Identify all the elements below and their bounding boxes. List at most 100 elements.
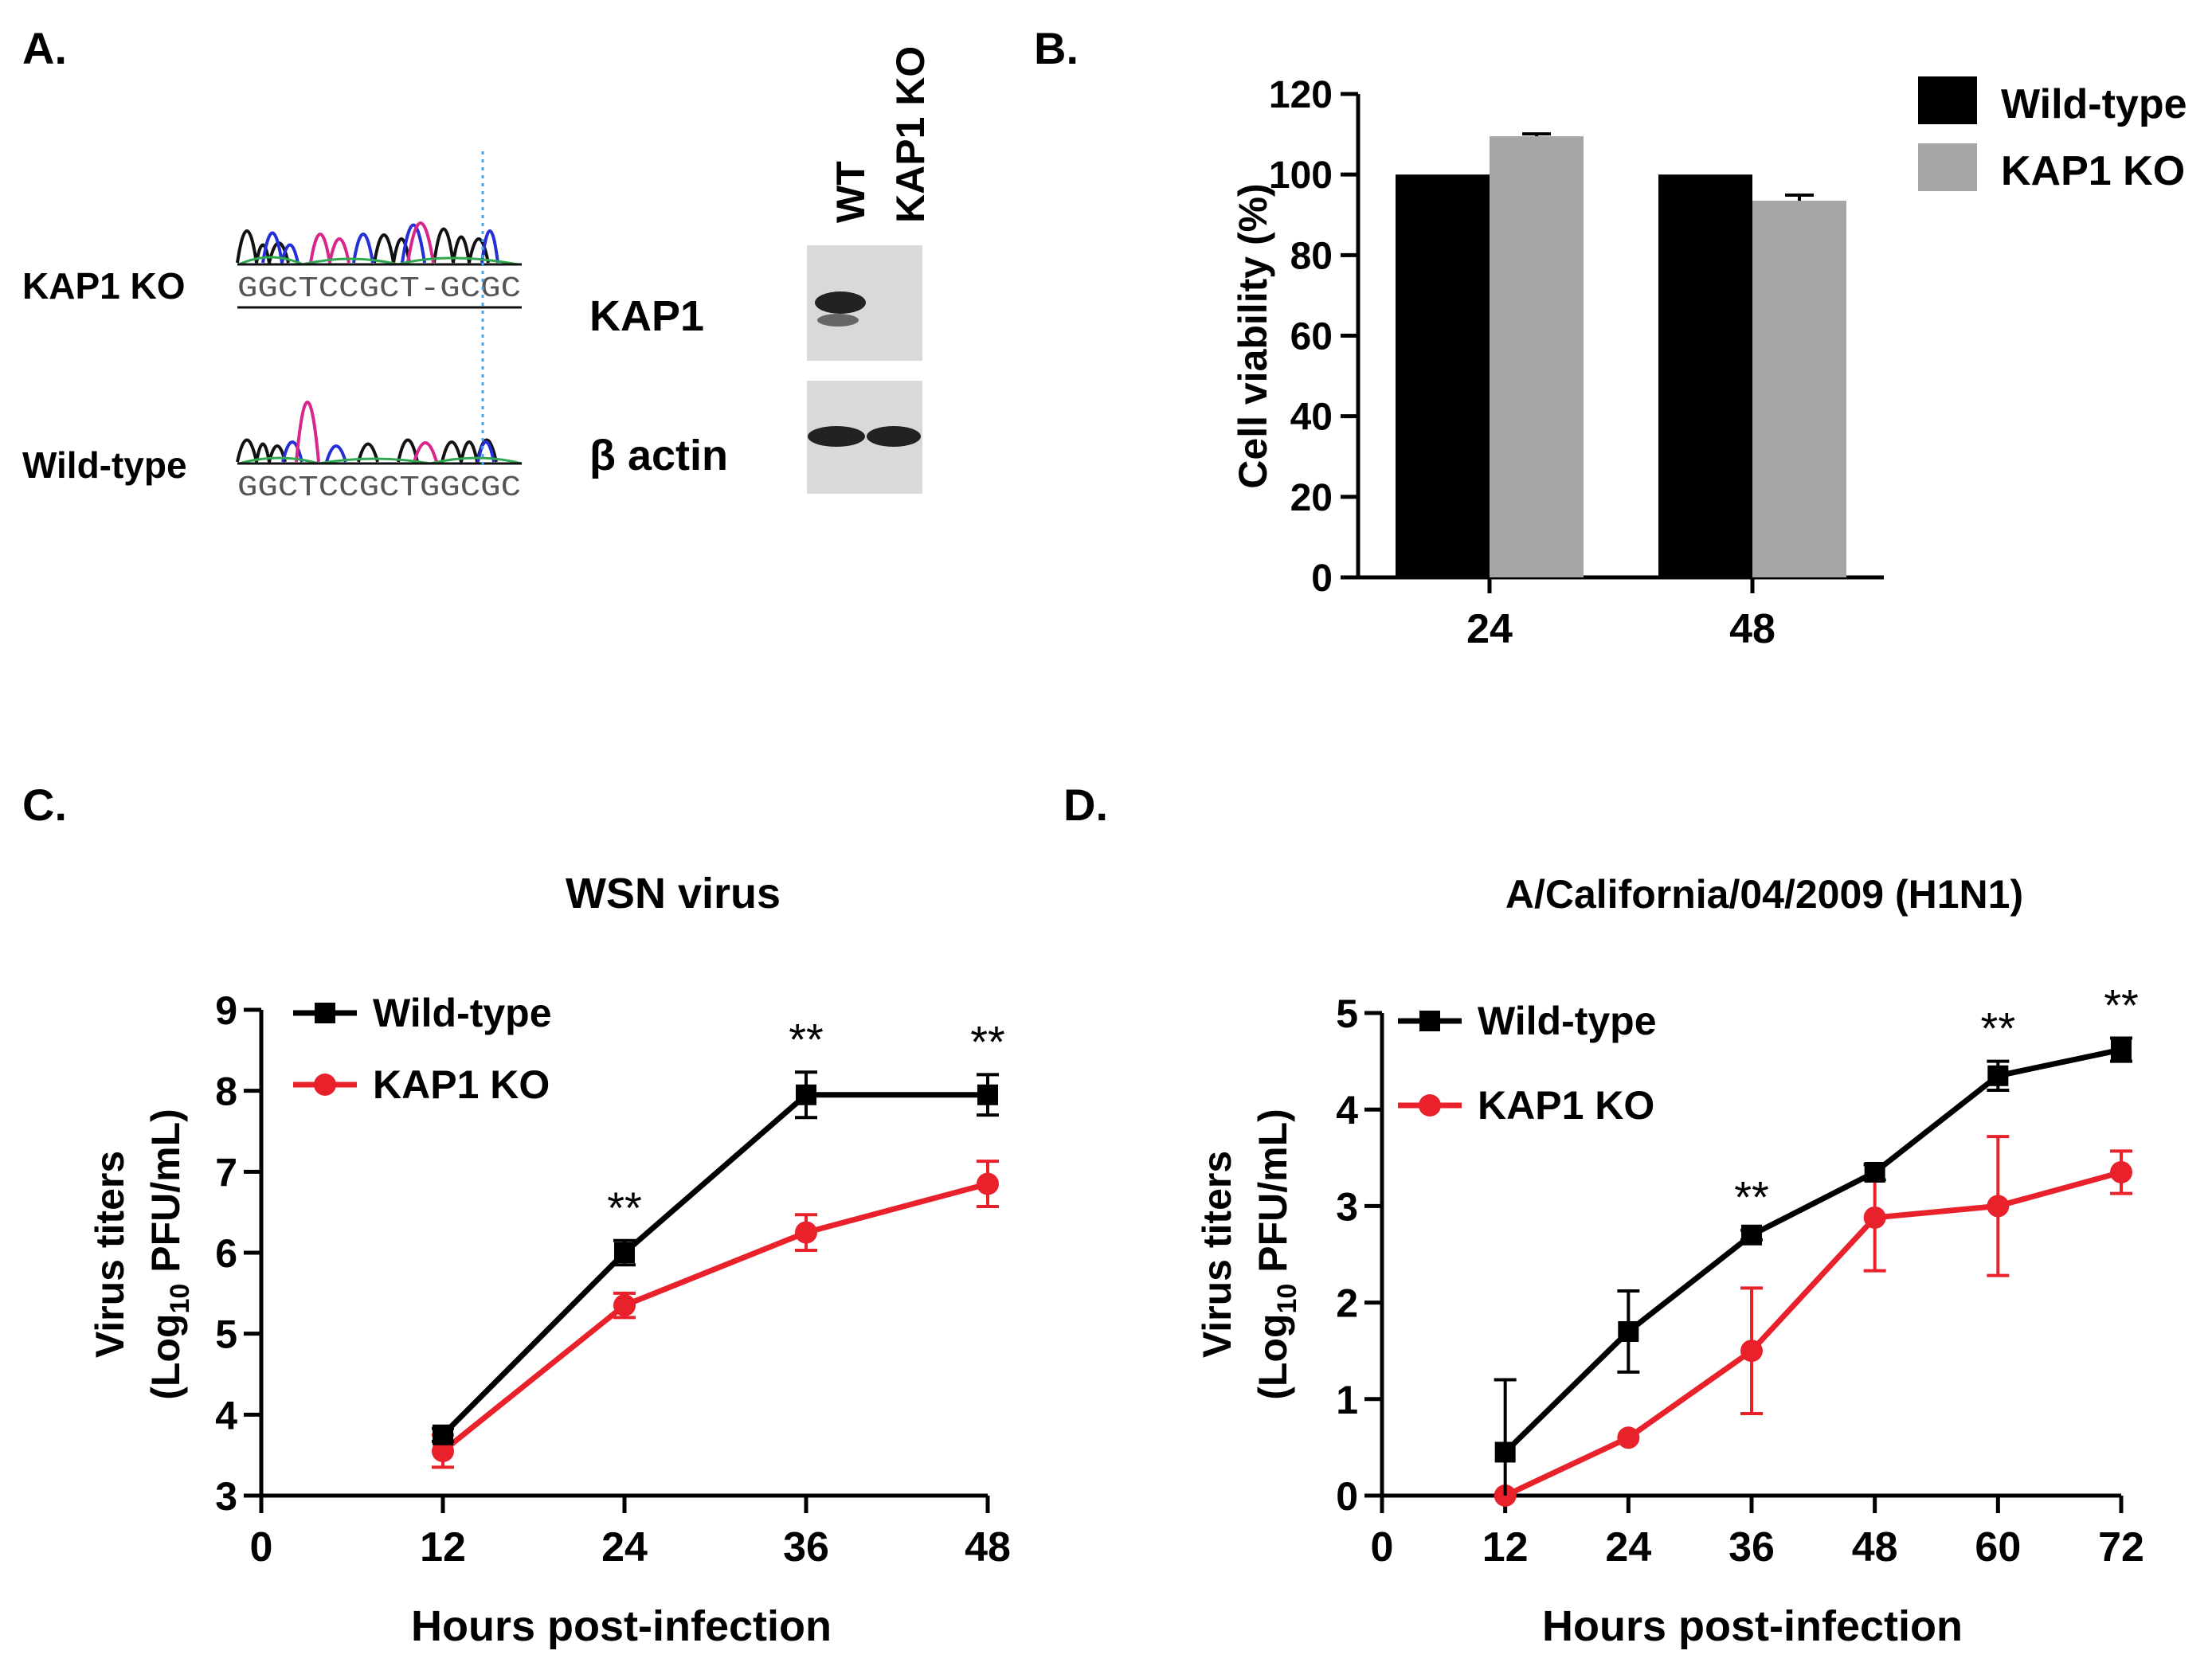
- d-x-tick-label: 12: [1482, 1524, 1529, 1570]
- d-point-wild-type: [1618, 1320, 1639, 1342]
- b-bar-wild-type: [1658, 174, 1752, 577]
- panel-c-label: C.: [22, 780, 67, 830]
- c-ylabel-line1: Virus titers: [88, 1151, 132, 1358]
- b-bar-wild-type: [1396, 174, 1490, 577]
- c-title: WSN virus: [566, 870, 781, 917]
- d-point-wild-type: [1494, 1441, 1516, 1463]
- c-y-tick-label: 5: [215, 1312, 237, 1357]
- d-point-wild-type: [1741, 1224, 1762, 1246]
- d-point-kap1-ko: [1617, 1426, 1640, 1449]
- b-y-tick-label: 80: [1290, 235, 1333, 277]
- d-xlabel: Hours post-infection: [1542, 1602, 1963, 1650]
- b-plot-area: 0 20 40 60 80 100 120 24 48: [1269, 74, 1884, 652]
- c-line-wild-type: [440, 1092, 988, 1437]
- d-y-tick-label: 1: [1336, 1378, 1358, 1422]
- seq-wt-text: GGCTCCGCTGGCGC: [237, 471, 521, 504]
- c-point-wild-type: [796, 1084, 816, 1105]
- c-y-tick-label: 4: [215, 1393, 237, 1437]
- chromatogram-kap1ko: GGCTCCGCT-GCGC: [236, 221, 522, 309]
- c-point-kap1-ko: [613, 1294, 636, 1317]
- seq-wt-label: Wild-type: [22, 444, 187, 486]
- d-y-tick-label: 2: [1336, 1281, 1358, 1326]
- b-bar-kap1-ko: [1490, 136, 1584, 578]
- c-point-wild-type: [614, 1242, 635, 1263]
- c-x-tick-label: 0: [250, 1524, 273, 1570]
- blot-actin-panel: [807, 381, 922, 494]
- panel-b: B. Cell viability (%) 0 20 40 60 80 100 120 24 4…: [1034, 23, 2187, 652]
- d-ylabel-line1: Virus titers: [1195, 1151, 1239, 1358]
- c-point-wild-type: [433, 1424, 453, 1445]
- d-significance-annotation: **: [2104, 980, 2139, 1031]
- d-point-kap1-ko: [1987, 1195, 2010, 1218]
- d-y-tick-label: 0: [1336, 1474, 1358, 1519]
- c-point-kap1-ko: [795, 1221, 817, 1244]
- d-x-tick-label: 36: [1728, 1524, 1775, 1570]
- c-legend-marker-wild-type: [315, 1003, 335, 1023]
- c-x-tick-label: 12: [420, 1524, 466, 1570]
- c-x-tick-label: 48: [965, 1524, 1011, 1570]
- b-x-tick-label: 24: [1466, 606, 1513, 652]
- blot-kap1-band-wt-lower: [817, 314, 859, 327]
- blot-actin-band-wt: [808, 426, 865, 447]
- d-legend-marker-wild-type: [1419, 1011, 1440, 1031]
- c-xlabel: Hours post-infection: [411, 1602, 832, 1650]
- b-legend-label-wild-type: Wild-type: [2001, 81, 2187, 127]
- c-y-tick-label: 6: [215, 1231, 237, 1276]
- c-legend-label-wild-type: Wild-type: [373, 991, 552, 1035]
- d-x-tick-label: 24: [1605, 1524, 1651, 1570]
- c-x-tick-label: 36: [783, 1524, 829, 1570]
- panel-d: D. A/California/04/2009 (H1N1) Virus tit…: [1063, 780, 2144, 1650]
- c-y-tick-label: 3: [215, 1474, 237, 1519]
- b-y-tick-label: 60: [1290, 316, 1333, 358]
- d-legend-marker-kap1-ko: [1419, 1094, 1441, 1117]
- seq-kap1ko-text: GGCTCCGCT-GCGC: [237, 272, 521, 305]
- c-y-tick-label: 9: [215, 988, 237, 1033]
- b-legend-swatch-wild-type: [1918, 76, 1977, 124]
- c-y-tick-label: 8: [215, 1070, 237, 1114]
- c-significance-annotation: **: [607, 1183, 642, 1233]
- b-legend-label-kap1-ko: KAP1 KO: [2001, 148, 2185, 194]
- d-point-kap1-ko: [1863, 1206, 1886, 1229]
- c-legend-marker-kap1-ko: [314, 1074, 336, 1096]
- b-y-tick-label: 100: [1269, 154, 1333, 197]
- d-y-tick-label: 4: [1336, 1088, 1358, 1132]
- d-y-tick-label: 3: [1336, 1184, 1358, 1229]
- blot-actin-band-ko: [867, 426, 921, 447]
- blot-kap1-band-wt: [815, 291, 866, 314]
- b-y-tick-label: 20: [1290, 477, 1333, 519]
- d-point-wild-type: [2111, 1039, 2132, 1061]
- b-ylabel: Cell viability (%): [1231, 183, 1275, 488]
- b-y-tick-label: 40: [1290, 397, 1333, 439]
- c-significance-annotation: **: [970, 1016, 1005, 1066]
- d-x-tick-label: 60: [1975, 1524, 2021, 1570]
- trace-t-kap1ko: [309, 221, 435, 264]
- blot-row-actin: β actin: [589, 432, 728, 479]
- b-bar-kap1-ko: [1752, 201, 1846, 577]
- c-point-wild-type: [977, 1084, 998, 1105]
- d-x-tick-label: 48: [1852, 1524, 1898, 1570]
- seq-kap1ko-label: KAP1 KO: [22, 265, 185, 307]
- c-point-kap1-ko: [977, 1172, 999, 1195]
- d-x-tick-label: 72: [2098, 1524, 2144, 1570]
- c-plot-area: 3 4 5 6 7 8 9 0 12 24 36 48 ** ** ** Wild-type KAP1 KO: [215, 988, 1011, 1570]
- panel-a: A. KAP1 KO GGCTCCGCT-GCGC Wild-type GGCT…: [22, 23, 933, 504]
- trace-t-wt: [295, 401, 438, 463]
- d-legend-label-wild-type: Wild-type: [1478, 999, 1657, 1043]
- chromatogram-wt: GGCTCCGCTGGCGC: [236, 401, 523, 504]
- c-y-tick-label: 7: [215, 1150, 237, 1195]
- b-y-tick-label: 120: [1269, 74, 1333, 116]
- d-point-kap1-ko: [2110, 1160, 2132, 1183]
- d-point-kap1-ko: [1740, 1340, 1763, 1363]
- trace-a-wt: [238, 456, 523, 465]
- trace-a-kap1ko: [238, 256, 519, 266]
- blot-row-kap1: KAP1: [589, 292, 704, 340]
- d-title: A/California/04/2009 (H1N1): [1505, 872, 2023, 917]
- d-line-wild-type: [1503, 1046, 2122, 1454]
- blot-lane-ko: KAP1 KO: [888, 46, 933, 223]
- c-ylabel-line2: (Log10 PFU/mL): [143, 1109, 195, 1400]
- d-y-tick-label: 5: [1336, 991, 1358, 1036]
- d-significance-annotation: **: [1981, 1003, 2016, 1054]
- c-x-tick-label: 24: [601, 1524, 648, 1570]
- trace-c-kap1ko: [261, 223, 499, 264]
